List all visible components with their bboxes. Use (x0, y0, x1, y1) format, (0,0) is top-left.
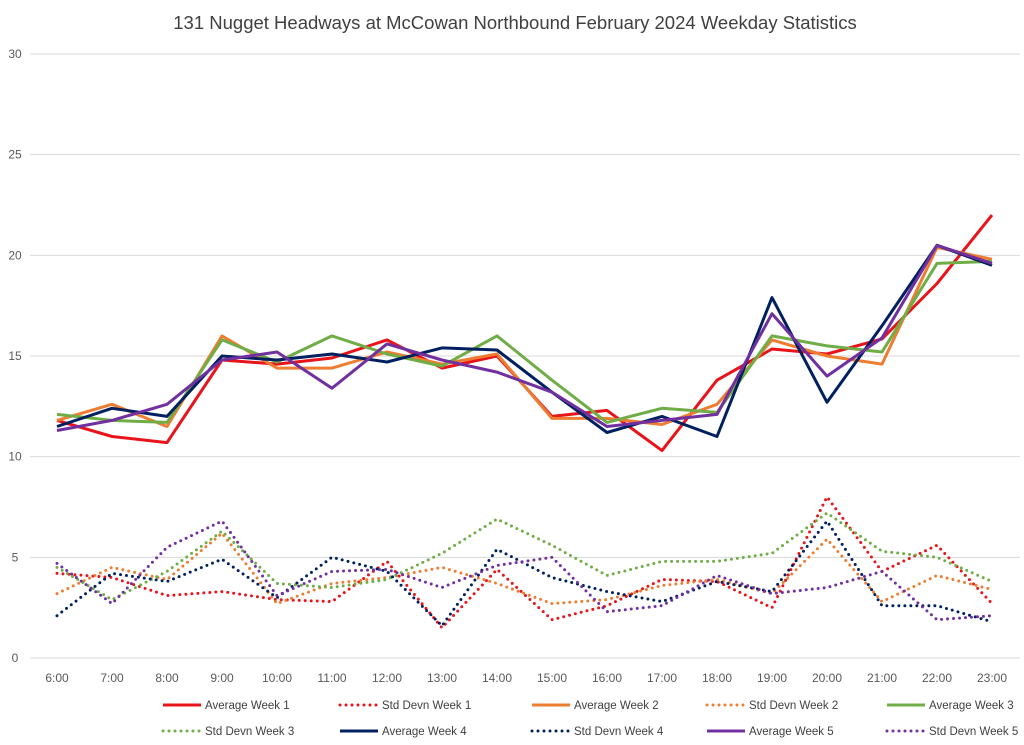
legend-item: Average Week 3 (887, 700, 1014, 712)
legend-item: Average Week 2 (532, 700, 659, 712)
legend-label: Std Devn Week 5 (929, 726, 1018, 738)
series-lines (55, 214, 994, 630)
x-tick-label: 7:00 (100, 671, 124, 685)
series-line (55, 519, 994, 622)
series-line (56, 243, 993, 438)
series-line (56, 243, 993, 432)
x-axis: 6:00 7:00 8:00 9:00 10:00 11:00 12:00 13:00 14:0… (45, 671, 1007, 685)
x-tick-label: 6:00 (45, 671, 69, 685)
x-tick-label: 21:00 (867, 671, 897, 685)
chart-title: 131 Nugget Headways at McCowan Northboun… (173, 12, 857, 33)
x-tick-label: 13:00 (427, 671, 457, 685)
legend-label: Std Devn Week 1 (382, 700, 471, 712)
legend-item: Std Devn Week 4 (530, 726, 664, 738)
series-line (55, 531, 994, 606)
series-line (56, 214, 994, 453)
x-tick-label: 19:00 (757, 671, 787, 685)
legend-item: Std Devn Week 1 (338, 700, 471, 712)
legend-item: Std Devn Week 2 (705, 700, 838, 712)
series-line (55, 511, 994, 602)
y-tick-label: 25 (8, 148, 22, 162)
y-tick-label: 20 (8, 248, 22, 262)
y-tick-label: 30 (8, 47, 22, 61)
series-line (55, 495, 994, 630)
x-tick-label: 17:00 (647, 671, 677, 685)
legend-label: Average Week 3 (929, 700, 1014, 712)
x-tick-label: 22:00 (922, 671, 952, 685)
x-tick-label: 20:00 (812, 671, 842, 685)
legend-label: Average Week 1 (205, 700, 290, 712)
y-axis: 0 5 10 15 20 25 30 (8, 47, 22, 665)
x-tick-label: 8:00 (155, 671, 179, 685)
series-line (56, 259, 993, 424)
legend-item: Std Devn Week 3 (161, 726, 294, 738)
legend-label: Std Devn Week 2 (749, 700, 838, 712)
x-tick-label: 23:00 (977, 671, 1007, 685)
x-tick-label: 9:00 (210, 671, 234, 685)
legend-item: Std Devn Week 5 (885, 726, 1018, 738)
x-tick-label: 10:00 (262, 671, 292, 685)
legend-label: Std Devn Week 3 (205, 726, 294, 738)
legend-item: Average Week 1 (163, 700, 290, 712)
y-tick-label: 5 (12, 550, 19, 564)
x-tick-label: 12:00 (372, 671, 402, 685)
legend-label: Std Devn Week 4 (574, 726, 664, 738)
x-tick-label: 16:00 (592, 671, 622, 685)
series-line (55, 519, 994, 628)
x-tick-label: 15:00 (537, 671, 567, 685)
legend-label: Average Week 4 (382, 726, 467, 738)
y-tick-label: 10 (8, 450, 22, 464)
gridlines (30, 53, 1020, 659)
y-tick-label: 15 (8, 349, 22, 363)
legend-item: Average Week 5 (707, 726, 834, 738)
y-tick-label: 0 (12, 651, 19, 665)
x-tick-label: 18:00 (702, 671, 732, 685)
legend-label: Average Week 2 (574, 700, 659, 712)
legend: Average Week 1 Std Devn Week 1 Average Wee… (161, 700, 1018, 738)
legend-label: Average Week 5 (749, 726, 834, 738)
x-tick-label: 11:00 (317, 671, 346, 685)
legend-item: Average Week 4 (340, 726, 467, 738)
x-tick-label: 14:00 (482, 671, 512, 685)
